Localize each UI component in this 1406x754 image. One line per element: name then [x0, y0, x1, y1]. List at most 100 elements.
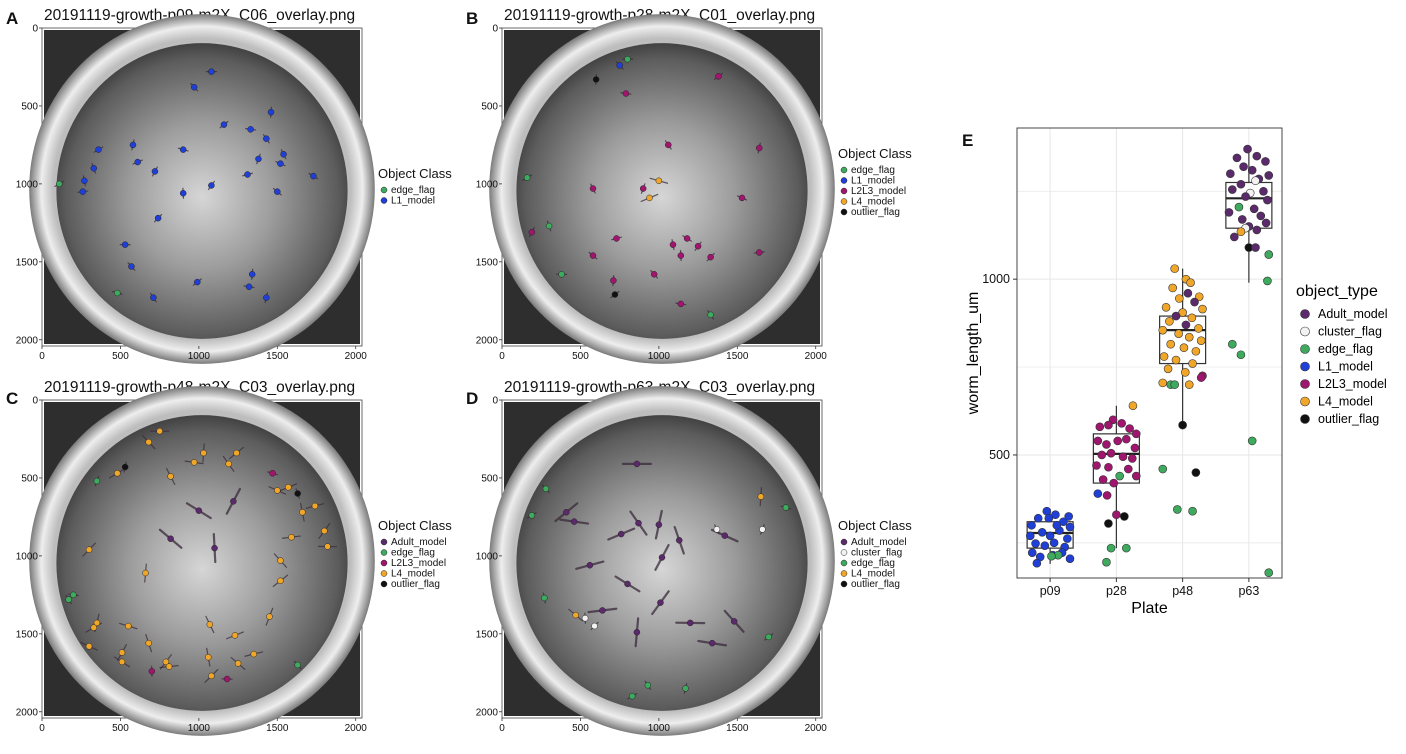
detection-point [190, 83, 198, 91]
data-point [1264, 171, 1274, 180]
detection-point [765, 633, 772, 641]
detection-point [686, 619, 694, 627]
data-point [1180, 368, 1190, 377]
data-point [1173, 505, 1182, 514]
detection-point [118, 649, 126, 656]
panel-c: 0 0 500 500 1000 1000 1500 1500 2000 2000 Object C… [16, 386, 452, 736]
data-point [1102, 557, 1111, 567]
data-point [1168, 283, 1177, 293]
detection-point [129, 141, 137, 149]
x-tick-label: 1500 [266, 351, 289, 362]
legend-label: L2L3_model [1318, 377, 1387, 391]
data-point [1122, 434, 1131, 444]
detection-point [639, 185, 647, 192]
detection-point [134, 158, 141, 166]
legend-swatch [1300, 361, 1310, 372]
detection-point [707, 253, 714, 261]
data-point [1158, 464, 1168, 474]
data-point [1184, 332, 1194, 342]
detection-point [611, 291, 619, 298]
detection-point [142, 569, 149, 577]
detection-point [581, 614, 589, 622]
data-point [1118, 452, 1128, 462]
data-point [1174, 329, 1183, 338]
data-point [1159, 352, 1169, 361]
legend-swatch [840, 559, 848, 567]
plot-border [1016, 127, 1283, 579]
data-point [1224, 208, 1234, 217]
detection-point [713, 526, 721, 533]
detection-point [707, 311, 714, 319]
detection-point [211, 544, 218, 552]
data-point [1042, 506, 1052, 516]
data-point [1112, 510, 1121, 520]
detection-point [542, 485, 550, 493]
y-tick-label: 2000 [476, 335, 499, 346]
detection-point [624, 580, 631, 588]
legend-swatch [1300, 309, 1310, 319]
x-tick-label: 1000 [188, 351, 211, 362]
detection-point [644, 682, 652, 689]
detection-point [655, 521, 663, 528]
detection-point [677, 252, 685, 259]
legend-swatch [380, 570, 388, 577]
legend-swatch [1300, 414, 1310, 424]
data-point [1131, 471, 1141, 481]
detection-point [563, 508, 570, 516]
detection-point [633, 629, 641, 636]
detection-point [633, 460, 641, 468]
y-tick-label: 2000 [476, 707, 499, 718]
panel-letter-d: D [466, 389, 479, 408]
x-tick-label: 1500 [726, 351, 749, 362]
detection-point [655, 177, 663, 185]
data-point [1264, 568, 1274, 578]
detection-point [285, 484, 292, 491]
detection-point [233, 449, 240, 457]
detection-point [151, 168, 159, 175]
legend-swatch [840, 177, 848, 184]
detection-point [85, 546, 93, 553]
detection-point [90, 624, 98, 631]
detection-point [208, 182, 215, 189]
detection-point [266, 613, 273, 620]
detection-point [528, 512, 536, 519]
legend-label: outlier_flag [851, 579, 900, 590]
data-point [1188, 359, 1197, 368]
data-point [1117, 419, 1126, 428]
detection-point [167, 535, 174, 542]
x-tick-label: 2000 [805, 351, 828, 362]
y-tick-label: 1000 [476, 179, 499, 190]
y-tick-label: 500 [481, 101, 498, 112]
detection-point [658, 554, 666, 561]
legend-title: Object Class [378, 166, 452, 181]
data-point [1190, 297, 1199, 307]
detection-point [85, 643, 93, 650]
detection-point [572, 611, 579, 619]
data-point [1106, 448, 1116, 458]
data-point [1263, 276, 1272, 286]
data-point [1104, 420, 1113, 430]
legend-swatch [840, 549, 848, 556]
legend-label: edge_flag [391, 548, 435, 559]
boxplot-chart: p09 p28 p48 p63 500 1000 Plate worm_length_um ob… [965, 127, 1388, 617]
detection-point [269, 470, 276, 477]
detection-point [624, 55, 631, 63]
data-point [1184, 380, 1194, 389]
detection-point [589, 252, 597, 259]
data-point [1161, 302, 1171, 312]
y-tick-label: 0 [32, 396, 38, 407]
detection-point [165, 663, 173, 670]
detection-point [617, 530, 625, 538]
data-point [1236, 227, 1246, 237]
data-point [1052, 520, 1062, 530]
detection-point [247, 126, 254, 133]
legend-title: Object Class [838, 146, 912, 161]
detection-point [90, 165, 98, 172]
data-point [1252, 225, 1262, 235]
data-point [1158, 325, 1168, 335]
data-point [1063, 534, 1072, 543]
detection-point [179, 146, 187, 153]
detection-point [759, 526, 766, 533]
detection-point [220, 121, 228, 128]
data-point [1027, 548, 1037, 557]
